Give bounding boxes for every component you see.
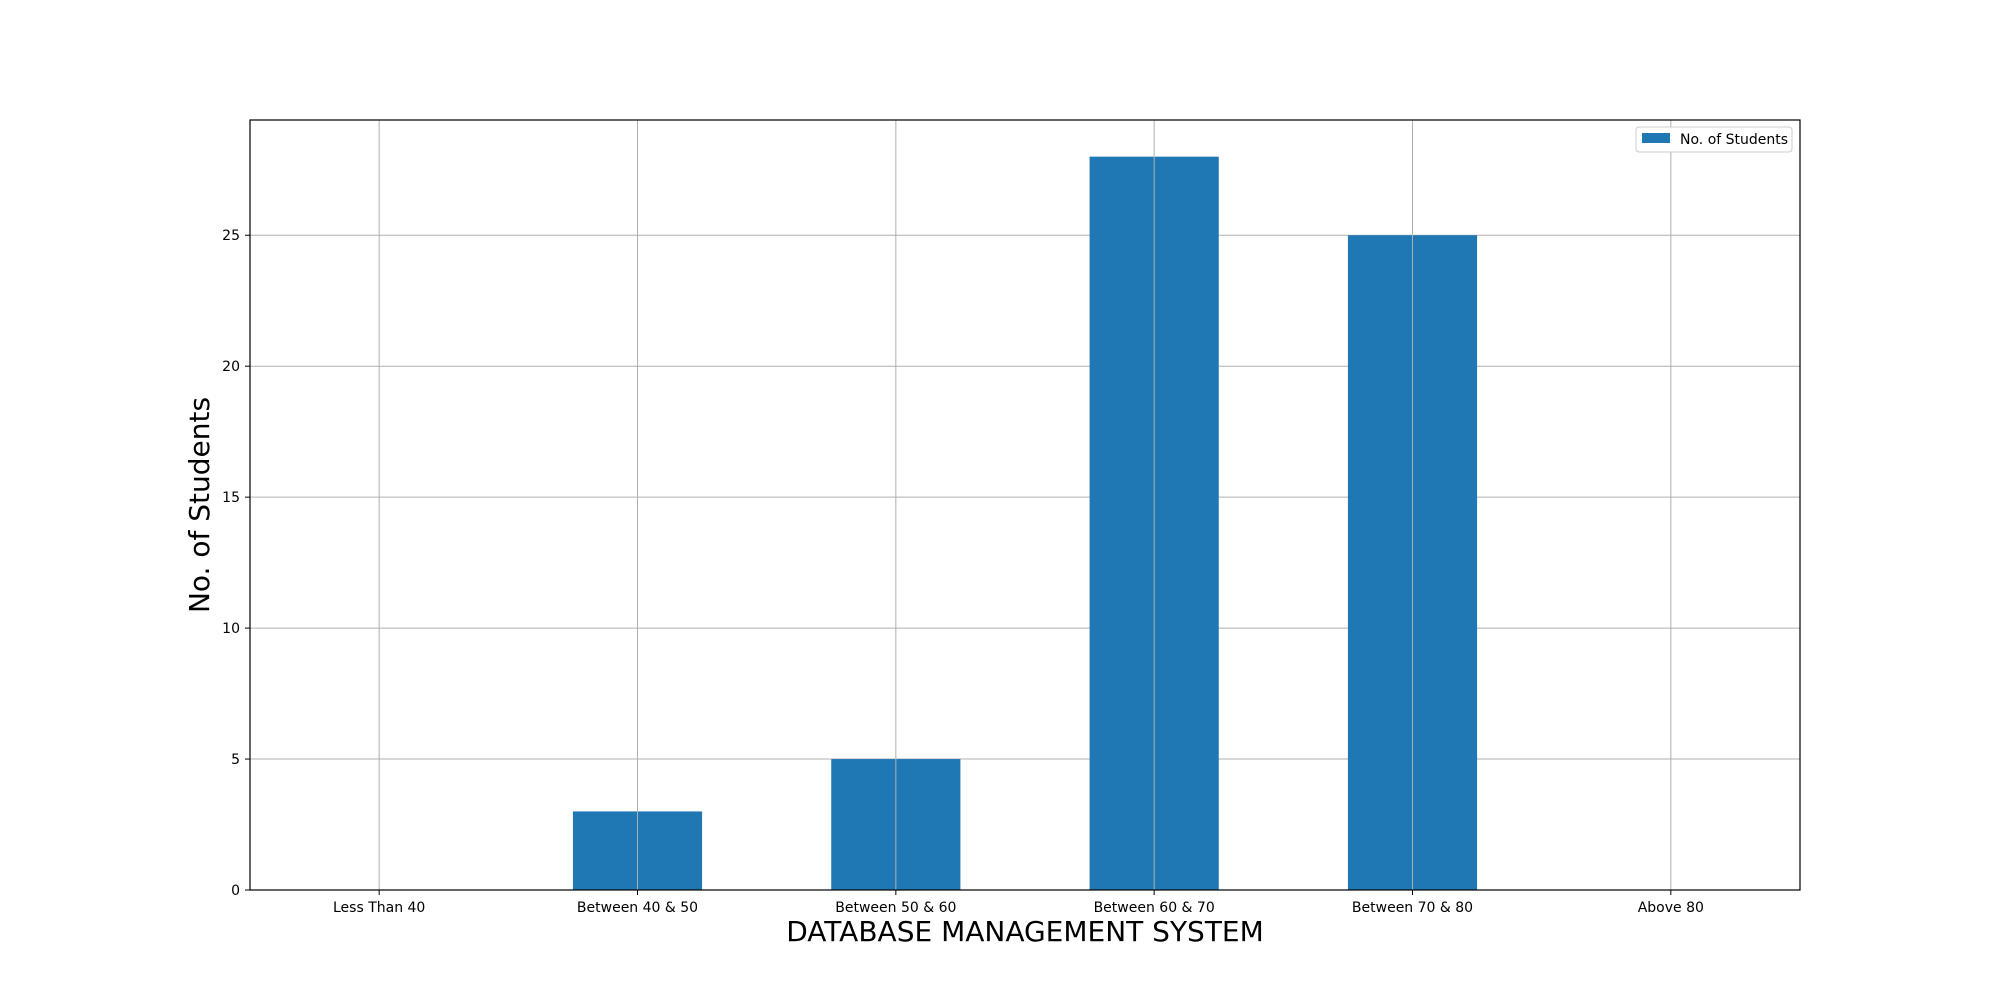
plot-area [250,120,1800,890]
y-tick-label: 0 [231,883,240,899]
legend-box [1635,126,1793,153]
y-tick-label: 25 [222,228,240,244]
y-tick-label: 5 [231,752,240,768]
x-tick-label: Above 80 [1638,900,1704,916]
x-tick-label: Between 50 & 60 [835,900,956,916]
y-tick-label: 15 [222,490,240,506]
x-tick-label: Less Than 40 [333,900,425,916]
ticks: 0 5 10 15 20 25 Less Than 40 Between 40 & 50 Bet… [222,228,1704,916]
x-tick-label: Between 40 & 50 [577,900,698,916]
x-tick-label: Between 70 & 80 [1352,900,1473,916]
plot-frame [249,119,1801,891]
y-axis-label: No. of Students [183,397,216,613]
x-axis-label: DATABASE MANAGEMENT SYSTEM [786,915,1264,948]
legend-label: No. of Students [1680,132,1788,148]
y-tick-label: 10 [222,621,240,637]
vertical-grid-lines [378,120,1672,890]
legend: No. of Students [1635,126,1793,153]
legend-swatch [1642,133,1670,143]
y-tick-label: 20 [222,359,240,375]
x-tick-label: Between 60 & 70 [1094,900,1215,916]
